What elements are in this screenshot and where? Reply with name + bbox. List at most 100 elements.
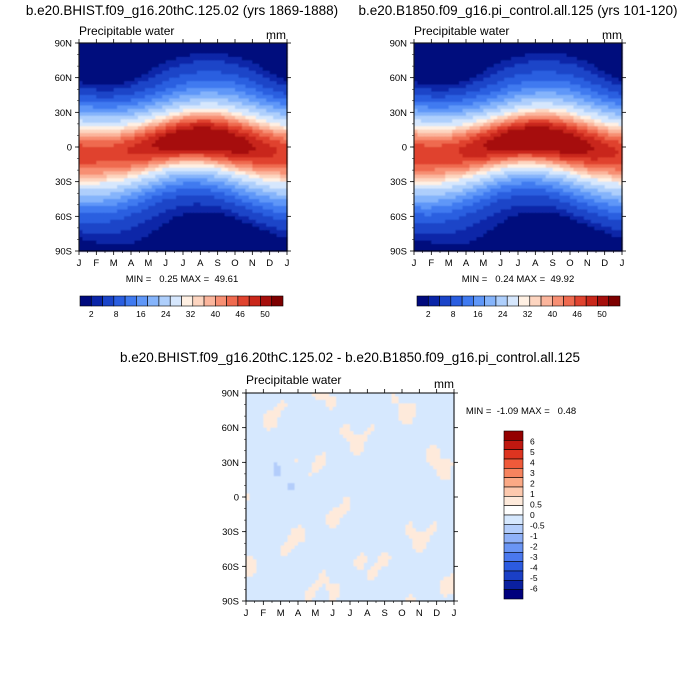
panel-3-colorbar-label: -2 xyxy=(530,542,538,552)
panel-3-colorbar-label: -0.5 xyxy=(530,521,545,531)
panel-1-colorbar-box xyxy=(181,295,194,307)
panel-3-colorbar-label: 6 xyxy=(530,437,535,447)
panel-1-colorbar-box xyxy=(158,295,171,307)
panel-3-colorbar-box xyxy=(503,542,524,553)
panel-1-colorbar-box xyxy=(271,295,284,307)
panel-2-colorbar-label: 2 xyxy=(426,309,431,319)
panel-3-colorbar-box xyxy=(503,580,524,590)
panel-3-colorbar-box xyxy=(503,458,524,469)
panel-3-field xyxy=(246,393,455,602)
panel-2-x-tick-label: A xyxy=(463,258,470,269)
panel-1-colorbar-box xyxy=(90,295,103,307)
panel-3-x-tick-label: M xyxy=(277,608,285,619)
panel-2-colorbar-label: 32 xyxy=(523,309,533,319)
panel-2-x-tick-label: A xyxy=(532,258,539,269)
panel-1-y-tick-label: 0 xyxy=(67,143,72,154)
panel-3-y-tick-label: 30S xyxy=(222,527,239,538)
panel-2-colorbar-box xyxy=(585,295,598,307)
panel-1-colorbar-label: 8 xyxy=(114,309,119,319)
panel-2-x-tick-label: S xyxy=(549,258,555,269)
panel-1-min-max: MIN = 0.25 MAX = 49.61 xyxy=(126,274,238,285)
panel-2-colorbar-box xyxy=(529,295,542,307)
panel-3-colorbar-label: -4 xyxy=(530,563,538,573)
panel-3-colorbar-label: 0 xyxy=(530,510,535,520)
panel-1-x-tick-label: J xyxy=(77,258,82,269)
panel-3-y-tick-label: 60S xyxy=(222,562,239,573)
panel-2-colorbar-label: 40 xyxy=(548,309,558,319)
panel-2-colorbar-box xyxy=(563,295,576,307)
panel-2-field xyxy=(414,43,623,252)
panel-3-x-tick-label: J xyxy=(348,608,353,619)
panel-2-x-tick-label: J xyxy=(412,258,417,269)
panel-3-min-max: MIN = -1.09 MAX = 0.48 xyxy=(466,406,576,417)
panel-2-y-tick-label: 30N xyxy=(390,108,408,119)
panel-1-units-label: mm xyxy=(266,28,286,42)
panel-3-title: b.e20.BHIST.f09_g16.20thC.125.02 - b.e20… xyxy=(120,350,580,365)
panel-3-x-tick-label: J xyxy=(330,608,335,619)
panel-1-colorbar-box xyxy=(113,295,126,307)
panel-2-colorbar: 2 8 16 24 32 40 46 50 xyxy=(416,295,621,319)
panel-1-colorbar-box xyxy=(102,295,115,307)
panel-1-x-tick-label: O xyxy=(231,258,238,269)
panel-3-colorbar-box xyxy=(503,430,524,441)
panel-3-x-tick-label: D xyxy=(433,608,440,619)
panel-2-colorbar-box xyxy=(518,295,531,307)
panel-3-colorbar-label: 1 xyxy=(530,489,535,499)
panel-2-x-tick-label: J xyxy=(620,258,625,269)
panel-2-x-tick-label: J xyxy=(516,258,521,269)
panel-1-colorbar-label: 50 xyxy=(260,309,270,319)
panel-3-colorbar-box xyxy=(503,477,524,488)
panel-3-colorbar-box xyxy=(503,514,524,525)
panel-1-y-tick-label: 60S xyxy=(55,212,72,223)
panel-2-colorbar-box xyxy=(427,295,440,307)
panel-2-y-tick-label: 60S xyxy=(390,212,407,223)
panel-2-colorbar-box xyxy=(473,295,485,307)
panel-1-colorbar: 2 8 16 24 32 40 46 50 xyxy=(79,295,284,319)
panel-2-colorbar-box xyxy=(450,295,463,307)
panel-2-x-tick-label: M xyxy=(479,258,487,269)
panel-2-x-tick-label: F xyxy=(428,258,434,269)
panel-3-colorbar-label: -5 xyxy=(530,573,538,583)
panel-1-colorbar-label: 24 xyxy=(161,309,171,319)
panel-3-units-label: mm xyxy=(434,377,454,391)
panel-3-colorbar-box xyxy=(503,524,524,534)
panel-3-colorbar-label: -1 xyxy=(530,531,538,541)
panel-3-colorbar-label: -3 xyxy=(530,552,538,562)
panel-3-colorbar-label: -6 xyxy=(530,584,538,594)
panel-3-x-tick-label: J xyxy=(452,608,457,619)
panel-1-colorbar-label: 16 xyxy=(136,309,146,319)
panel-3-x-tick-label: O xyxy=(398,608,405,619)
panel-3-y-tick-label: 30N xyxy=(222,458,240,469)
panel-3-colorbar-box xyxy=(503,570,524,581)
panel-3-x-tick-label: A xyxy=(295,608,302,619)
panel-1-x-tick-label: A xyxy=(128,258,135,269)
panel-2-colorbar-label: 8 xyxy=(451,309,456,319)
panel-3-y-tick-label: 60N xyxy=(222,423,240,434)
panel-2-colorbar-box xyxy=(439,295,452,307)
panel-3-x-tick-label: M xyxy=(311,608,319,619)
panel-1-colorbar-box xyxy=(147,295,160,307)
panel-3-colorbar-box xyxy=(503,486,524,497)
panel-2-colorbar-label: 24 xyxy=(498,309,508,319)
panel-1-y-tick-label: 60N xyxy=(55,73,73,84)
panel-1-colorbar-box xyxy=(248,295,261,307)
panel-2-colorbar-box xyxy=(574,295,587,307)
panel-3-colorbar-box xyxy=(503,552,524,562)
panel-2-title: b.e20.B1850.f09_g16.pi_control.all.125 (… xyxy=(359,3,678,18)
panel-2-colorbar-box xyxy=(484,295,497,307)
panel-1-y-tick-label: 90S xyxy=(55,247,72,258)
panel-2-colorbar-box xyxy=(495,295,508,307)
panel-1-colorbar-label: 40 xyxy=(211,309,221,319)
panel-2-colorbar-box xyxy=(506,295,519,307)
panel-2-y-tick-label: 60N xyxy=(390,73,408,84)
panel-1-title: b.e20.BHIST.f09_g16.20thC.125.02 (yrs 18… xyxy=(26,3,338,18)
panel-2-colorbar-label: 16 xyxy=(473,309,483,319)
panel-1-x-tick-label: J xyxy=(181,258,186,269)
panel-2-y-tick-label: 90N xyxy=(390,39,408,50)
panel-3-variable-label: Precipitable water xyxy=(246,373,341,387)
panel-3-colorbar-box xyxy=(503,440,524,450)
